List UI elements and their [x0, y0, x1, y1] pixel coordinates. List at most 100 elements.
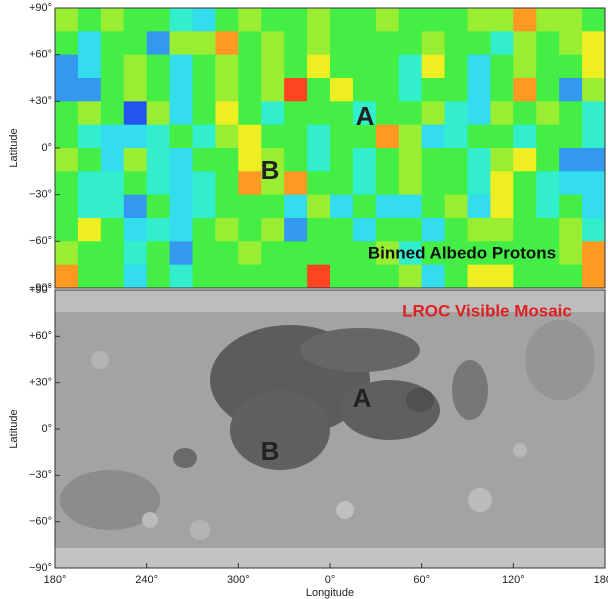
heatmap-cell [215, 195, 238, 219]
heatmap-cell [238, 55, 261, 79]
heatmap-cell [422, 171, 445, 195]
heatmap-cell [193, 55, 216, 79]
heatmap-cell [215, 171, 238, 195]
heatmap-cell [582, 148, 605, 172]
heatmap-cell [261, 78, 284, 102]
heatmap-cell [55, 125, 78, 149]
heatmap-cell [536, 55, 559, 79]
heatmap-cell [536, 148, 559, 172]
heatmap-cell [124, 195, 147, 219]
y-tick-label: +30° [29, 377, 52, 389]
heatmap-cell [170, 55, 193, 79]
heatmap-cell [513, 265, 536, 289]
heatmap-cell [399, 218, 422, 242]
heatmap-cell [170, 148, 193, 172]
y-tick-label: 0° [41, 142, 52, 154]
heatmap-cell [582, 125, 605, 149]
heatmap-cell [238, 265, 261, 289]
heatmap-cell [78, 8, 101, 32]
heatmap-cell [307, 101, 330, 125]
heatmap-cell [513, 101, 536, 125]
heatmap-cell [261, 241, 284, 265]
heatmap-cell [490, 171, 513, 195]
heatmap-cell [513, 218, 536, 242]
heatmap-cell [330, 148, 353, 172]
heatmap-cell [215, 101, 238, 125]
heatmap-cell [353, 265, 376, 289]
heatmap-cell [490, 265, 513, 289]
y-tick-label: −30° [29, 469, 52, 481]
heatmap-cell [536, 8, 559, 32]
heatmap-cell [399, 101, 422, 125]
heatmap-cell [170, 31, 193, 55]
heatmap-cell [536, 195, 559, 219]
heatmap-cell [215, 78, 238, 102]
heatmap-cell [559, 195, 582, 219]
heatmap-cell [559, 101, 582, 125]
heatmap-cell [559, 55, 582, 79]
heatmap-cell [78, 265, 101, 289]
heatmap-cell [284, 78, 307, 102]
heatmap-cell [147, 125, 170, 149]
heatmap-cell [193, 218, 216, 242]
heatmap-cell [376, 218, 399, 242]
heatmap-cell [468, 78, 491, 102]
heatmap-cell [513, 125, 536, 149]
heatmap-cell [170, 265, 193, 289]
heatmap-cell [307, 148, 330, 172]
heatmap-cell [101, 31, 124, 55]
heatmap-cell [422, 148, 445, 172]
heatmap-cell [513, 78, 536, 102]
heatmap-cell [330, 78, 353, 102]
heatmap-cell [353, 8, 376, 32]
heatmap-cell [147, 148, 170, 172]
heatmap-cell [445, 148, 468, 172]
heatmap-cell [307, 8, 330, 32]
heatmap-cell [101, 171, 124, 195]
heatmap-cell [124, 55, 147, 79]
heatmap-cell [124, 148, 147, 172]
heatmap-cell [284, 148, 307, 172]
heatmap-cell [490, 195, 513, 219]
heatmap-cell [193, 195, 216, 219]
heatmap-cell [490, 125, 513, 149]
heatmap-cell [582, 171, 605, 195]
heatmap-cell [422, 31, 445, 55]
x-tick-label: 180° [594, 574, 608, 586]
heatmap-cell [376, 195, 399, 219]
heatmap-cell [170, 8, 193, 32]
heatmap-cell [353, 31, 376, 55]
heatmap-cell [101, 101, 124, 125]
heatmap-cell [536, 125, 559, 149]
heatmap-cell [124, 8, 147, 32]
heatmap-cell [376, 101, 399, 125]
heatmap-cell [147, 241, 170, 265]
heatmap-cell [353, 148, 376, 172]
heatmap-cell [399, 31, 422, 55]
heatmap-cell [376, 8, 399, 32]
region-label: A [353, 383, 372, 413]
heatmap-cell [193, 101, 216, 125]
heatmap-cell [238, 125, 261, 149]
heatmap-cell [78, 218, 101, 242]
x-tick-label: 60° [413, 574, 430, 586]
heatmap-cell [422, 101, 445, 125]
heatmap-cell [284, 241, 307, 265]
heatmap-cell [55, 78, 78, 102]
heatmap-cell [238, 31, 261, 55]
heatmap-cell [215, 241, 238, 265]
heatmap-cell [399, 195, 422, 219]
heatmap-cell [422, 55, 445, 79]
heatmap-cell [582, 241, 605, 265]
heatmap-cell [55, 241, 78, 265]
heatmap-cell [468, 218, 491, 242]
heatmap-cell [330, 8, 353, 32]
heatmap-cell [559, 125, 582, 149]
heatmap-cell [170, 78, 193, 102]
heatmap-cell [468, 31, 491, 55]
heatmap-cell [422, 8, 445, 32]
heatmap-cell [78, 171, 101, 195]
heatmap-cell [559, 241, 582, 265]
heatmap-cell [170, 195, 193, 219]
heatmap-cell [284, 195, 307, 219]
